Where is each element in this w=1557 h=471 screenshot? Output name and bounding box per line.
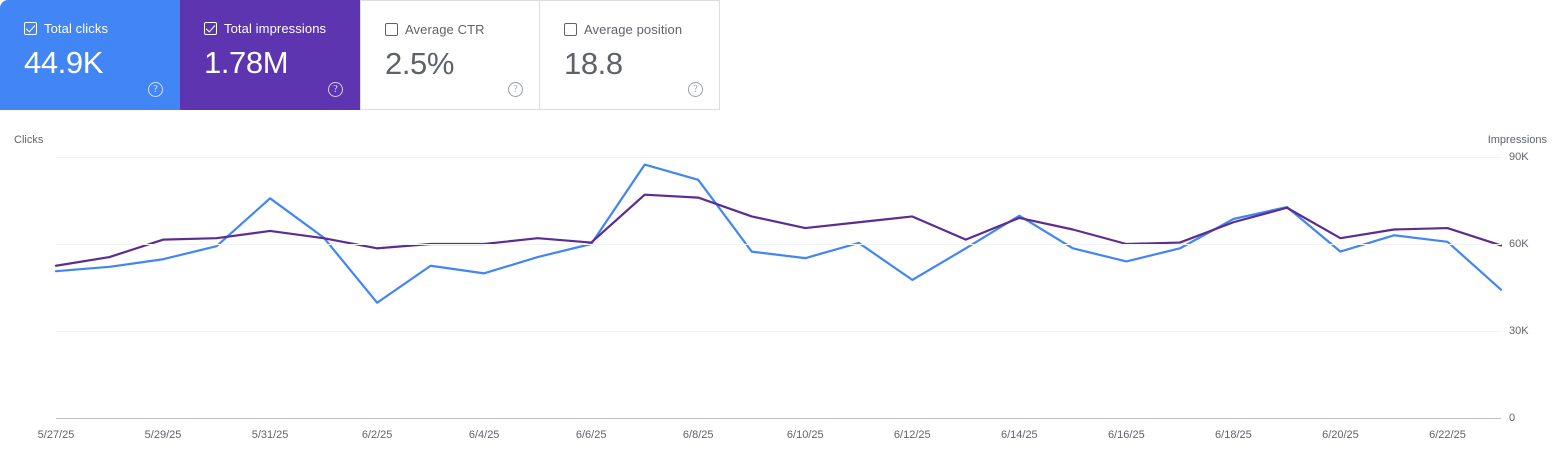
metric-card-average-ctr[interactable]: Average CTR 2.5% ?: [360, 0, 540, 110]
x-axis-tick: 6/12/25: [893, 429, 931, 441]
metric-label: Average CTR: [405, 21, 485, 37]
gridline: [56, 244, 1501, 245]
plot-area: 0080030K1.6K60K2.4K90K5/27/255/29/255/31…: [38, 151, 1529, 441]
x-axis-tick: 6/20/25: [1322, 429, 1359, 441]
metric-value: 1.78M: [204, 45, 289, 80]
metric-card-average-position[interactable]: Average position 18.8 ?: [540, 0, 720, 110]
x-axis-tick: 5/27/25: [37, 429, 75, 441]
x-axis-tick: 6/22/25: [1429, 429, 1466, 441]
x-axis-tick: 6/10/25: [786, 429, 824, 441]
metric-label: Average position: [584, 21, 683, 37]
left-axis-title: Clicks: [14, 134, 44, 146]
x-axis-tick: 6/18/25: [1215, 429, 1252, 441]
gridline: [56, 157, 1501, 158]
x-axis-tick: 6/6/25: [575, 429, 607, 441]
metric-value: 2.5%: [385, 46, 455, 81]
metric-value: 44.9K: [24, 45, 104, 80]
metric-label: Total clicks: [44, 20, 109, 36]
metric-card-total-impressions[interactable]: Total impressions 1.78M ?: [180, 0, 360, 110]
y-axis-tick-right: 30K: [1509, 325, 1529, 337]
help-icon[interactable]: ?: [148, 82, 163, 97]
y-axis-tick-right: 0: [1509, 412, 1516, 424]
y-axis-tick-right: 90K: [1509, 151, 1529, 163]
average-ctr-checkbox-icon[interactable]: [385, 22, 398, 36]
metric-card-total-clicks[interactable]: Total clicks 44.9K ?: [0, 0, 180, 110]
x-axis-tick: 6/4/25: [468, 429, 500, 441]
metric-card-header: Total impressions: [204, 20, 343, 36]
metric-value: 18.8: [564, 46, 623, 81]
gridline: [56, 418, 1501, 419]
metric-card-header: Average CTR: [385, 21, 523, 37]
x-axis-tick: 6/2/25: [361, 429, 393, 441]
average-position-checkbox-icon[interactable]: [564, 22, 577, 36]
help-icon[interactable]: ?: [688, 82, 703, 97]
series-lines: [54, 163, 1503, 304]
y-axis-tick-right: 60K: [1509, 238, 1529, 250]
x-axis-tick: 6/16/25: [1108, 429, 1145, 441]
x-axis-tick: 5/31/25: [251, 429, 289, 441]
help-icon[interactable]: ?: [328, 82, 343, 97]
help-icon[interactable]: ?: [508, 82, 523, 97]
metric-label: Total impressions: [224, 20, 327, 36]
right-axis-title: Impressions: [1487, 134, 1547, 146]
metric-card-header: Average position: [564, 21, 703, 37]
series-line-total-impressions: [54, 193, 1503, 267]
chart: Clicks Impressions 0080030K1.6K60K2.4K90…: [0, 110, 1557, 471]
x-axis-tick: 6/8/25: [682, 429, 714, 441]
x-axis-tick: 6/14/25: [1000, 429, 1038, 441]
gridline: [56, 331, 1501, 332]
series-line-total-clicks: [54, 163, 1503, 304]
x-axis-tick: 5/29/25: [144, 429, 182, 441]
metric-cards: Total clicks 44.9K ? Total impressions 1…: [0, 0, 720, 110]
total-clicks-checkbox-icon[interactable]: [24, 21, 37, 35]
total-impressions-checkbox-icon[interactable]: [204, 21, 217, 35]
metric-card-header: Total clicks: [24, 20, 163, 36]
